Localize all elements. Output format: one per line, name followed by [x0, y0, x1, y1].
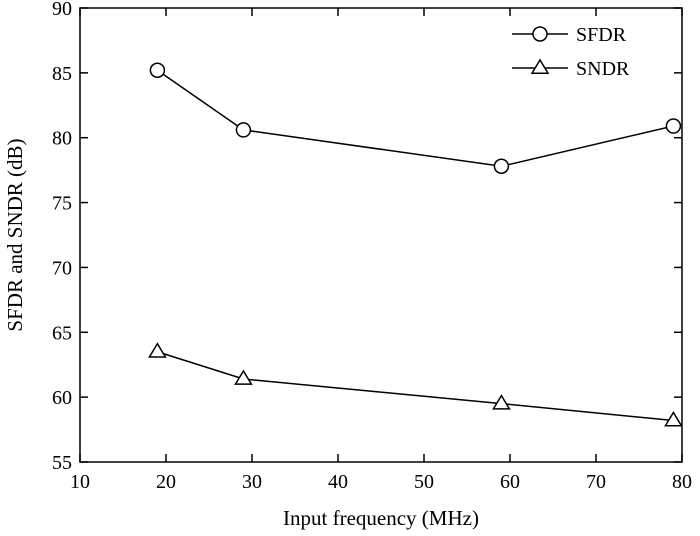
y-tick-label: 70	[52, 257, 72, 279]
y-tick-label: 75	[52, 193, 72, 215]
x-tick-label: 70	[586, 471, 606, 493]
series-sndr	[148, 342, 683, 427]
sfdr-point	[493, 158, 510, 175]
legend-label-sndr: SNDR	[576, 58, 630, 80]
x-tick-label: 40	[328, 471, 348, 493]
x-axis-title: Input frequency (MHz)	[283, 506, 479, 530]
sfdr-point	[665, 118, 682, 134]
series-layer	[148, 62, 683, 427]
x-tick-label: 30	[242, 471, 262, 493]
x-tick-label: 10	[70, 471, 90, 493]
series-sfdr	[149, 62, 682, 175]
y-tick-label: 85	[52, 63, 72, 85]
legend: SFDR SNDR	[512, 24, 630, 80]
sfdr-line	[156, 69, 674, 168]
sndr-point	[234, 369, 253, 385]
y-tick-label: 80	[52, 128, 72, 150]
y-tick-label: 55	[52, 452, 72, 474]
sndr-line	[157, 351, 674, 422]
legend-label-sfdr: SFDR	[576, 24, 627, 46]
x-tick-label: 60	[500, 471, 520, 493]
legend-marker-sfdr	[532, 26, 548, 42]
sndr-point	[664, 411, 683, 427]
x-tick-label: 50	[414, 471, 434, 493]
x-tick-label: 20	[156, 471, 176, 493]
sndr-point	[492, 394, 511, 410]
y-axis-title: SFDR and SNDR (dB)	[3, 138, 27, 331]
y-tick-label: 65	[52, 322, 72, 344]
axis-ticks: 10 20 30 40 50 60 70 80 55 60 65 70 75 80 85 90	[52, 0, 692, 493]
plot-frame	[79, 7, 683, 463]
sndr-point	[148, 342, 167, 358]
sfdr-point	[235, 122, 252, 138]
legend-marker-sndr	[530, 58, 550, 74]
y-tick-label: 90	[52, 0, 72, 20]
sfdr-point	[149, 62, 166, 79]
x-tick-label: 80	[672, 471, 692, 493]
y-tick-label: 60	[52, 387, 72, 409]
